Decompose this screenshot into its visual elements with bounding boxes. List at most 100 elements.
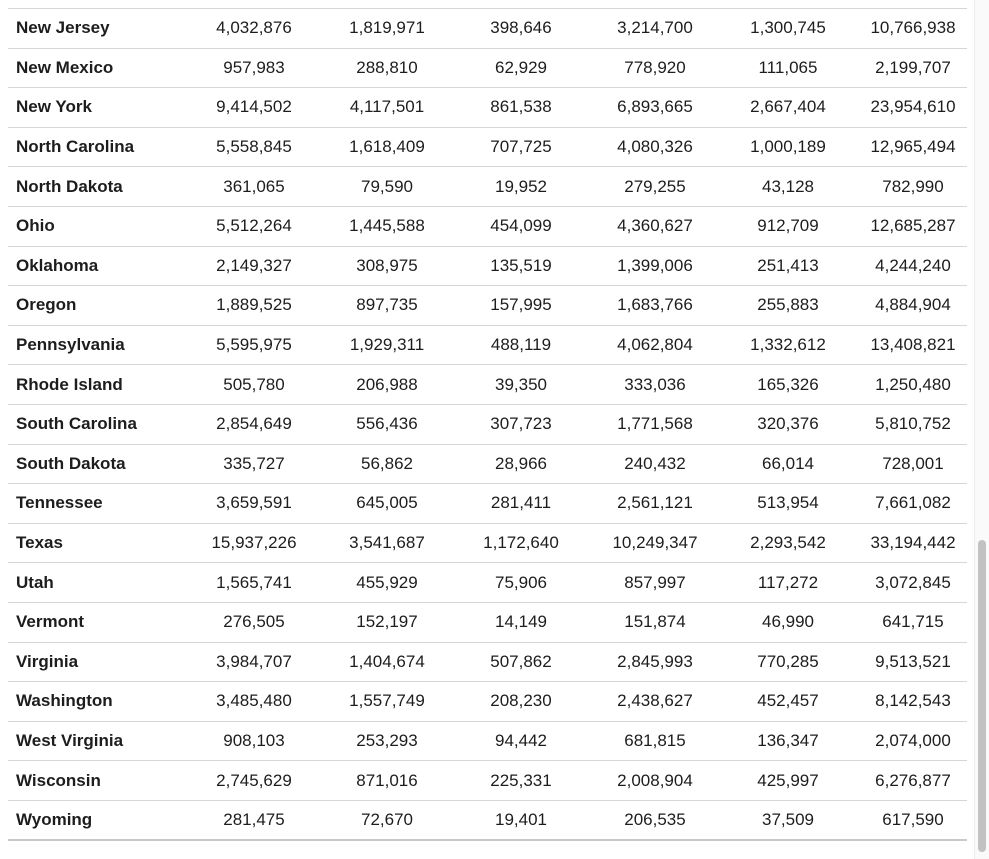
value-cell: 2,149,327 — [183, 246, 325, 287]
value-cell: 728,001 — [859, 444, 967, 485]
table-row: New York 9,414,502 4,117,501 861,538 6,893,6… — [8, 87, 967, 128]
value-cell: 1,250,480 — [859, 364, 967, 405]
value-cell: 66,014 — [717, 444, 859, 485]
table-row: South Dakota 335,727 56,862 28,966 240,432 66… — [8, 444, 967, 485]
value-cell: 2,074,000 — [859, 721, 967, 762]
data-table-container: New Jersey 4,032,876 1,819,971 398,646 3,214… — [8, 0, 967, 842]
state-data-table: New Jersey 4,032,876 1,819,971 398,646 3,214… — [8, 9, 967, 842]
value-cell: 79,590 — [325, 166, 449, 207]
value-cell: 4,244,240 — [859, 246, 967, 287]
table-row: Oklahoma 2,149,327 308,975 135,519 1,399,006… — [8, 246, 967, 287]
value-cell: 19,952 — [449, 166, 593, 207]
value-cell: 39,350 — [449, 364, 593, 405]
table-row: Oregon 1,889,525 897,735 157,995 1,683,766 25… — [8, 285, 967, 326]
table-row: West Virginia 908,103 253,293 94,442 681,815… — [8, 721, 967, 762]
value-cell: 281,411 — [449, 483, 593, 524]
value-cell: 320,376 — [717, 404, 859, 445]
value-cell: 5,558,845 — [183, 127, 325, 168]
value-cell: 505,780 — [183, 364, 325, 405]
value-cell: 1,618,409 — [325, 127, 449, 168]
table-row: Pennsylvania 5,595,975 1,929,311 488,119 4,0… — [8, 325, 967, 366]
value-cell: 1,445,588 — [325, 206, 449, 247]
value-cell: 957,983 — [183, 48, 325, 89]
value-cell: 1,683,766 — [593, 285, 717, 326]
state-name-cell: Rhode Island — [8, 364, 183, 405]
value-cell: 1,332,612 — [717, 325, 859, 366]
value-cell: 19,401 — [449, 800, 593, 842]
table-row: Vermont 276,505 152,197 14,149 151,874 46,990… — [8, 602, 967, 643]
value-cell: 23,954,610 — [859, 87, 967, 128]
state-name-cell: Wisconsin — [8, 760, 183, 801]
value-cell: 488,119 — [449, 325, 593, 366]
vertical-scrollbar[interactable] — [974, 0, 989, 859]
value-cell: 225,331 — [449, 760, 593, 801]
table-row: New Mexico 957,983 288,810 62,929 778,920 111… — [8, 48, 967, 89]
value-cell: 1,929,311 — [325, 325, 449, 366]
state-name-cell: North Dakota — [8, 166, 183, 207]
table-row: Texas 15,937,226 3,541,687 1,172,640 10,249,… — [8, 523, 967, 564]
value-cell: 3,485,480 — [183, 681, 325, 722]
value-cell: 12,685,287 — [859, 206, 967, 247]
state-name-cell: Vermont — [8, 602, 183, 643]
value-cell: 4,080,326 — [593, 127, 717, 168]
table-row: Ohio 5,512,264 1,445,588 454,099 4,360,627 91… — [8, 206, 967, 247]
value-cell: 3,072,845 — [859, 562, 967, 603]
value-cell: 3,984,707 — [183, 642, 325, 683]
value-cell: 361,065 — [183, 166, 325, 207]
value-cell: 897,735 — [325, 285, 449, 326]
value-cell: 1,399,006 — [593, 246, 717, 287]
value-cell: 13,408,821 — [859, 325, 967, 366]
state-name-cell: New York — [8, 87, 183, 128]
value-cell: 75,906 — [449, 562, 593, 603]
value-cell: 5,810,752 — [859, 404, 967, 445]
state-name-cell: Oklahoma — [8, 246, 183, 287]
state-name-cell: Oregon — [8, 285, 183, 326]
table-row: New Jersey 4,032,876 1,819,971 398,646 3,214… — [8, 9, 967, 49]
value-cell: 4,117,501 — [325, 87, 449, 128]
value-cell: 452,457 — [717, 681, 859, 722]
value-cell: 782,990 — [859, 166, 967, 207]
value-cell: 335,727 — [183, 444, 325, 485]
state-name-cell: New Mexico — [8, 48, 183, 89]
value-cell: 4,360,627 — [593, 206, 717, 247]
value-cell: 425,997 — [717, 760, 859, 801]
value-cell: 151,874 — [593, 602, 717, 643]
value-cell: 1,172,640 — [449, 523, 593, 564]
value-cell: 778,920 — [593, 48, 717, 89]
value-cell: 8,142,543 — [859, 681, 967, 722]
value-cell: 15,937,226 — [183, 523, 325, 564]
value-cell: 3,214,700 — [593, 9, 717, 49]
value-cell: 33,194,442 — [859, 523, 967, 564]
value-cell: 62,929 — [449, 48, 593, 89]
value-cell: 206,988 — [325, 364, 449, 405]
scrollbar-thumb[interactable] — [978, 540, 986, 852]
value-cell: 94,442 — [449, 721, 593, 762]
value-cell: 908,103 — [183, 721, 325, 762]
value-cell: 307,723 — [449, 404, 593, 445]
table-body: New Jersey 4,032,876 1,819,971 398,646 3,214… — [8, 9, 967, 842]
table-row: Washington 3,485,480 1,557,749 208,230 2,438… — [8, 681, 967, 722]
value-cell: 5,595,975 — [183, 325, 325, 366]
value-cell: 1,889,525 — [183, 285, 325, 326]
value-cell: 152,197 — [325, 602, 449, 643]
value-cell: 279,255 — [593, 166, 717, 207]
value-cell: 5,512,264 — [183, 206, 325, 247]
value-cell: 871,016 — [325, 760, 449, 801]
value-cell: 617,590 — [859, 800, 967, 842]
value-cell: 770,285 — [717, 642, 859, 683]
table-top-edge — [8, 0, 967, 9]
value-cell: 3,541,687 — [325, 523, 449, 564]
state-name-cell: Washington — [8, 681, 183, 722]
value-cell: 46,990 — [717, 602, 859, 643]
value-cell: 707,725 — [449, 127, 593, 168]
value-cell: 9,414,502 — [183, 87, 325, 128]
value-cell: 455,929 — [325, 562, 449, 603]
value-cell: 206,535 — [593, 800, 717, 842]
value-cell: 4,032,876 — [183, 9, 325, 49]
value-cell: 2,008,904 — [593, 760, 717, 801]
state-name-cell: West Virginia — [8, 721, 183, 762]
value-cell: 1,819,971 — [325, 9, 449, 49]
value-cell: 1,771,568 — [593, 404, 717, 445]
value-cell: 240,432 — [593, 444, 717, 485]
state-name-cell: South Carolina — [8, 404, 183, 445]
